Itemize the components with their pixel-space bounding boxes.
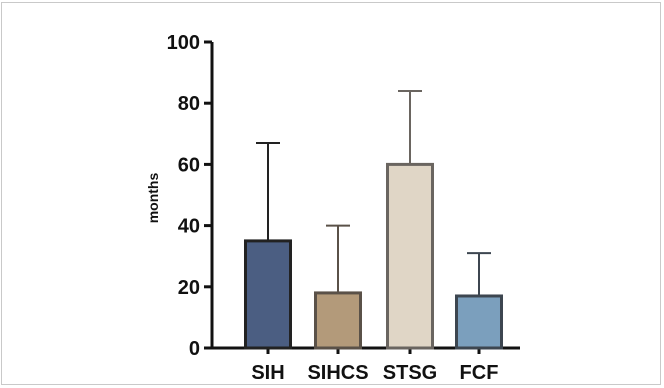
bar-sih (244, 239, 292, 350)
labels: 0 20 40 60 80 100 SIH SIHCS STSG FCF (167, 32, 499, 384)
error-bars (256, 89, 491, 296)
y-tick-label-20: 20 (178, 277, 200, 299)
x-tick-label-fcf: FCF (460, 362, 499, 384)
y-tick-label-80: 80 (178, 93, 200, 115)
bar-stsg (386, 162, 434, 350)
y-tick-label-60: 60 (178, 154, 200, 176)
y-tick-label-100: 100 (167, 32, 200, 54)
x-tick-label-sihcs: SIHCS (307, 362, 368, 384)
bar-fcf (455, 294, 503, 350)
x-tick-label-stsg: STSG (383, 362, 437, 384)
y-tick-label-40: 40 (178, 216, 200, 238)
bars (244, 162, 503, 350)
bar-sihcs (314, 291, 362, 350)
y-tick-label-0: 0 (189, 338, 200, 360)
y-axis-label: months (145, 173, 161, 224)
x-tick-label-sih: SIH (251, 362, 284, 384)
